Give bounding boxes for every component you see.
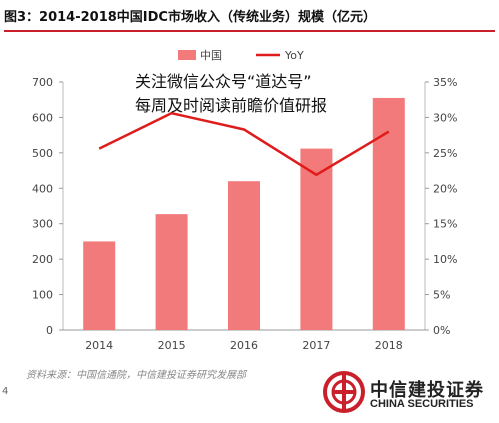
bar-2014 <box>83 241 116 330</box>
x-tick-label: 2018 <box>375 339 403 352</box>
y-left-tick-label: 400 <box>32 182 53 195</box>
y-right-tick-label: 5% <box>433 289 450 302</box>
watermark-line-2: 每周及时阅读前瞻价值研报 <box>135 96 328 115</box>
legend-swatch-bar <box>178 50 196 60</box>
logo: 中信建投证券 CHINA SECURITIES <box>322 370 492 418</box>
x-tick-label: 2017 <box>302 339 330 352</box>
y-right-tick-label: 30% <box>433 111 457 124</box>
y-left-tick-label: 200 <box>32 253 53 266</box>
title-rule <box>4 30 495 32</box>
y-left-tick-label: 0 <box>46 324 53 337</box>
logo-emblem-icon <box>323 371 365 413</box>
bar-2017 <box>300 148 333 330</box>
chart: 0 100 200 300 400 500 600 700 0% 5% 10% 15% 20% 25% 30… <box>32 49 457 352</box>
watermark-line-1: 关注微信公众号“道达号” <box>135 72 312 91</box>
y-left-tick-label: 300 <box>32 218 53 231</box>
bar-2015 <box>155 214 188 330</box>
watermark-text: 关注微信公众号“道达号” 每周及时阅读前瞻价值研报 <box>135 70 375 118</box>
bar-2016 <box>228 181 260 330</box>
y-right-tick-label: 10% <box>433 253 457 266</box>
yoy-line <box>98 111 390 177</box>
logo-name: 中信建投证券 <box>370 380 484 401</box>
y-right-tick-label: 15% <box>433 218 457 231</box>
x-tick-label: 2016 <box>230 339 258 352</box>
y-left-tick-label: 100 <box>32 289 53 302</box>
y-left-tick-label: 500 <box>32 147 53 160</box>
x-tick-label: 2014 <box>85 339 113 352</box>
y-left-tick-label: 700 <box>32 76 53 89</box>
page-number: 4 <box>2 386 9 397</box>
y-right-tick-label: 20% <box>433 182 457 195</box>
y-right-tick-label: 0% <box>433 324 450 337</box>
y-right-tick-label: 25% <box>433 147 457 160</box>
x-tick-label: 2015 <box>158 339 186 352</box>
logo-english: CHINA SECURITIES <box>370 398 474 410</box>
legend-label-bar: 中国 <box>200 49 222 62</box>
source-note: 资料来源：中国信通院，中信建投证券研究发展部 <box>26 370 246 381</box>
legend-label-line: YoY <box>284 49 304 62</box>
y-left-tick-label: 600 <box>32 111 53 124</box>
y-right-tick-label: 35% <box>433 76 457 89</box>
figure-title: 图3：2014-2018中国IDC市场收入（传统业务）规模（亿元） <box>4 10 376 25</box>
